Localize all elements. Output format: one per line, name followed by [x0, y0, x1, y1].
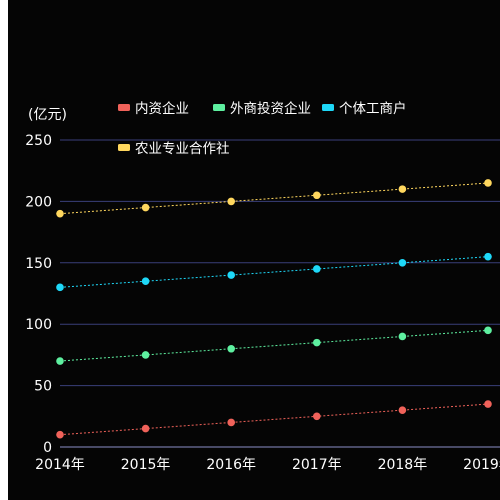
data-point[interactable]	[227, 344, 235, 353]
data-point[interactable]	[56, 283, 64, 292]
data-point[interactable]	[227, 271, 235, 279]
y-tick-labels: 0 50 100 150 200 250	[25, 133, 52, 456]
legend-swatch	[118, 144, 130, 151]
data-point[interactable]	[313, 191, 321, 200]
series-line	[59, 403, 489, 436]
chart-screen: (亿元) 0 50 100 150 200 250 2014年 2015年 2016年 2017…	[8, 0, 500, 500]
data-point[interactable]	[141, 424, 150, 433]
x-tick-label: 2014年	[35, 457, 85, 473]
legend-swatch	[118, 104, 130, 111]
data-point[interactable]	[484, 252, 492, 261]
data-point[interactable]	[227, 418, 235, 427]
series	[56, 179, 492, 439]
line-chart: (亿元) 0 50 100 150 200 250 2014年 2015年 2016年 2017…	[25, 100, 500, 473]
data-point[interactable]	[398, 406, 407, 414]
series-3	[56, 179, 492, 218]
y-tick-label: 250	[25, 133, 52, 149]
data-point[interactable]	[227, 197, 235, 206]
x-tick-label: 2015年	[121, 457, 171, 473]
series-line	[59, 256, 489, 288]
data-point[interactable]	[313, 265, 321, 273]
data-point[interactable]	[398, 185, 407, 193]
data-point[interactable]	[484, 400, 492, 408]
y-tick-label: 100	[25, 317, 52, 333]
data-point[interactable]	[398, 332, 407, 341]
data-point[interactable]	[141, 203, 150, 212]
series-line	[59, 182, 489, 215]
legend-label: 个体工商户	[339, 100, 407, 117]
data-point[interactable]	[313, 338, 321, 347]
x-tick-labels: 2014年 2015年 2016年 2017年 2018年 2019年	[35, 457, 500, 473]
data-point[interactable]	[398, 259, 407, 267]
data-point[interactable]	[56, 430, 64, 439]
y-tick-label: 150	[25, 256, 52, 272]
data-point[interactable]	[56, 209, 64, 218]
data-point[interactable]	[484, 179, 492, 187]
legend-swatch	[213, 104, 225, 111]
x-tick-label: 2019年	[463, 457, 500, 473]
data-point[interactable]	[141, 351, 150, 359]
series-1	[56, 326, 492, 365]
legend-item[interactable]: 农业专业合作社	[118, 141, 230, 157]
legend-item[interactable]: 外商投资企业	[213, 100, 311, 117]
series-line	[59, 329, 489, 362]
data-point[interactable]	[141, 277, 150, 286]
legend-label: 农业专业合作社	[135, 141, 230, 157]
legend-label: 外商投资企业	[230, 100, 311, 117]
y-tick-label: 200	[25, 194, 52, 210]
legend-item[interactable]: 内资企业	[118, 100, 189, 117]
series-0	[56, 400, 492, 439]
x-tick-label: 2018年	[378, 457, 428, 473]
y-tick-label: 0	[43, 440, 52, 456]
grid-lines	[60, 139, 500, 387]
legend-swatch	[322, 104, 334, 111]
series-2	[56, 252, 492, 292]
y-tick-label: 50	[34, 379, 52, 395]
data-point[interactable]	[313, 412, 321, 421]
legend-item[interactable]: 个体工商户	[322, 100, 407, 117]
x-tick-label: 2017年	[292, 457, 342, 473]
legend-label: 内资企业	[135, 100, 189, 117]
y-axis-label: (亿元)	[28, 107, 67, 123]
x-tick-label: 2016年	[206, 457, 256, 473]
data-point[interactable]	[56, 357, 64, 365]
data-point[interactable]	[484, 326, 492, 335]
